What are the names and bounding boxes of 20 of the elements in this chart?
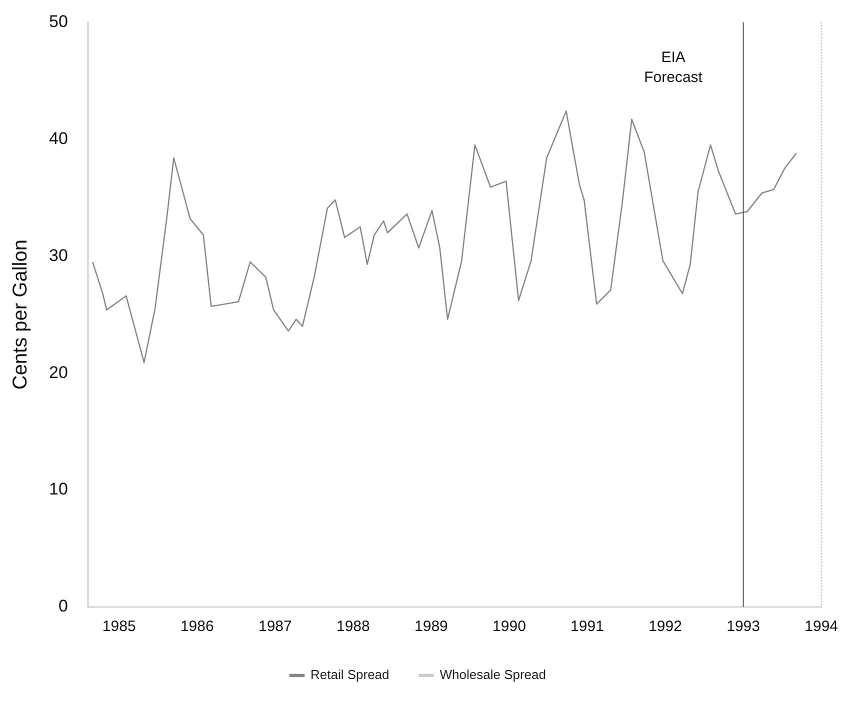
y-tick-label: 50 [48, 12, 68, 31]
y-tick-label: 10 [48, 480, 68, 499]
x-tick-label: 1986 [180, 618, 214, 636]
y-tick-label: 30 [48, 246, 68, 265]
legend-label: Retail Spread [310, 667, 390, 682]
y-tick-label: 0 [58, 596, 68, 616]
x-tick-label: 1987 [258, 618, 292, 636]
y-tick-label: 40 [48, 128, 68, 148]
x-tick-label: 1992 [648, 618, 682, 636]
x-tick-label: 1990 [492, 618, 526, 636]
x-tick-label: 1988 [336, 618, 370, 636]
legend-label: Wholesale Spread [440, 667, 546, 682]
ref-line-label: EIA Forecast [644, 48, 704, 86]
y-tick-label: 20 [48, 362, 68, 382]
y-axis-title: Cents per Gallon [10, 240, 32, 390]
x-tick-label: 1991 [570, 618, 604, 636]
x-tick-label: 1989 [414, 618, 448, 636]
x-tick-label: 1994 [804, 618, 838, 636]
x-tick-label: 1985 [102, 618, 136, 636]
x-tick-label: 1993 [726, 618, 760, 636]
